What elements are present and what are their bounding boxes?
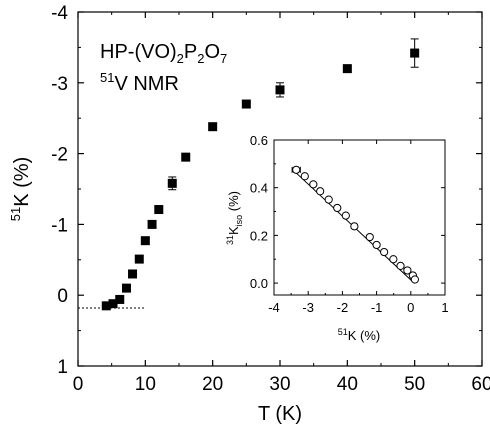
data-point [410, 48, 420, 58]
inset-axes-ticks: -4 -3 -2 -1 0 1 0.0 0.2 0.4 0.6 [250, 133, 449, 315]
y-tick-label: -3 [51, 74, 68, 95]
inset-y-tick-label: 0.6 [250, 133, 268, 148]
inset-data-point [316, 187, 325, 196]
inset-data-point [403, 266, 412, 275]
nucleus-label: 51V NMR [100, 70, 179, 95]
data-point [121, 283, 131, 293]
data-point [342, 64, 352, 74]
data-point [208, 122, 218, 132]
x-tick-label: 20 [202, 374, 223, 395]
data-point [108, 299, 118, 309]
data-point [167, 178, 177, 188]
data-point [147, 219, 157, 229]
x-axis-label: T (K) [258, 403, 302, 425]
inset-data-point [380, 247, 389, 257]
compound-label: HP-(VO)2P2O7 [100, 41, 227, 66]
inset-y-tick-label: 0.2 [250, 228, 268, 243]
inset-data-point [372, 240, 381, 250]
inset-x-tick-label: -4 [268, 300, 280, 315]
x-tick-label: 50 [404, 374, 425, 395]
data-point [134, 254, 144, 264]
inset-data-point [333, 203, 342, 213]
inset-x-tick-label: -1 [371, 300, 383, 315]
inset-data-point [410, 275, 420, 284]
inset-data-point [350, 222, 359, 231]
y-tick-label: 1 [57, 357, 68, 378]
inset-data-points [291, 165, 420, 284]
y-tick-label: 0 [57, 286, 68, 307]
inset-x-tick-label: 0 [407, 300, 414, 315]
inset-data-point [292, 165, 301, 174]
y-tick-label: -1 [51, 215, 68, 236]
inset-y-tick-label: 0.0 [250, 276, 268, 291]
data-point [241, 99, 251, 109]
inset-data-point [341, 211, 350, 220]
inset-x-tick-label: -3 [302, 300, 314, 315]
inset-x-tick-label: -2 [337, 300, 349, 315]
inset-x-tick-label: 1 [441, 300, 448, 315]
inset-data-point [396, 261, 405, 271]
main-data-points [101, 38, 420, 311]
inset-data-point [309, 180, 318, 189]
inset-frame [273, 139, 446, 296]
data-point [101, 301, 111, 311]
x-tick-label: 30 [269, 374, 290, 395]
x-tick-label: 10 [135, 374, 156, 395]
y-tick-label: -4 [51, 3, 68, 24]
inset-data-point [389, 255, 398, 264]
y-tick-label: -2 [51, 145, 68, 166]
data-point [128, 269, 138, 279]
x-tick-label: 60 [471, 374, 490, 395]
x-tick-label: 0 [73, 374, 84, 395]
x-tick-label: 40 [337, 374, 358, 395]
data-point [154, 205, 164, 215]
inset-data-point [324, 195, 333, 204]
y-axis-label: 51K (%) [8, 157, 33, 221]
inset-data-point [365, 232, 374, 242]
inset-data-point [300, 172, 309, 181]
inset-y-axis-label: 31Kiso (%) [225, 191, 244, 245]
data-point [140, 236, 150, 246]
data-point [181, 152, 191, 162]
data-point [275, 85, 285, 95]
inset-y-tick-label: 0.4 [250, 181, 268, 196]
data-point [115, 294, 125, 304]
inset-x-axis-label: 51K (%) [338, 327, 381, 343]
